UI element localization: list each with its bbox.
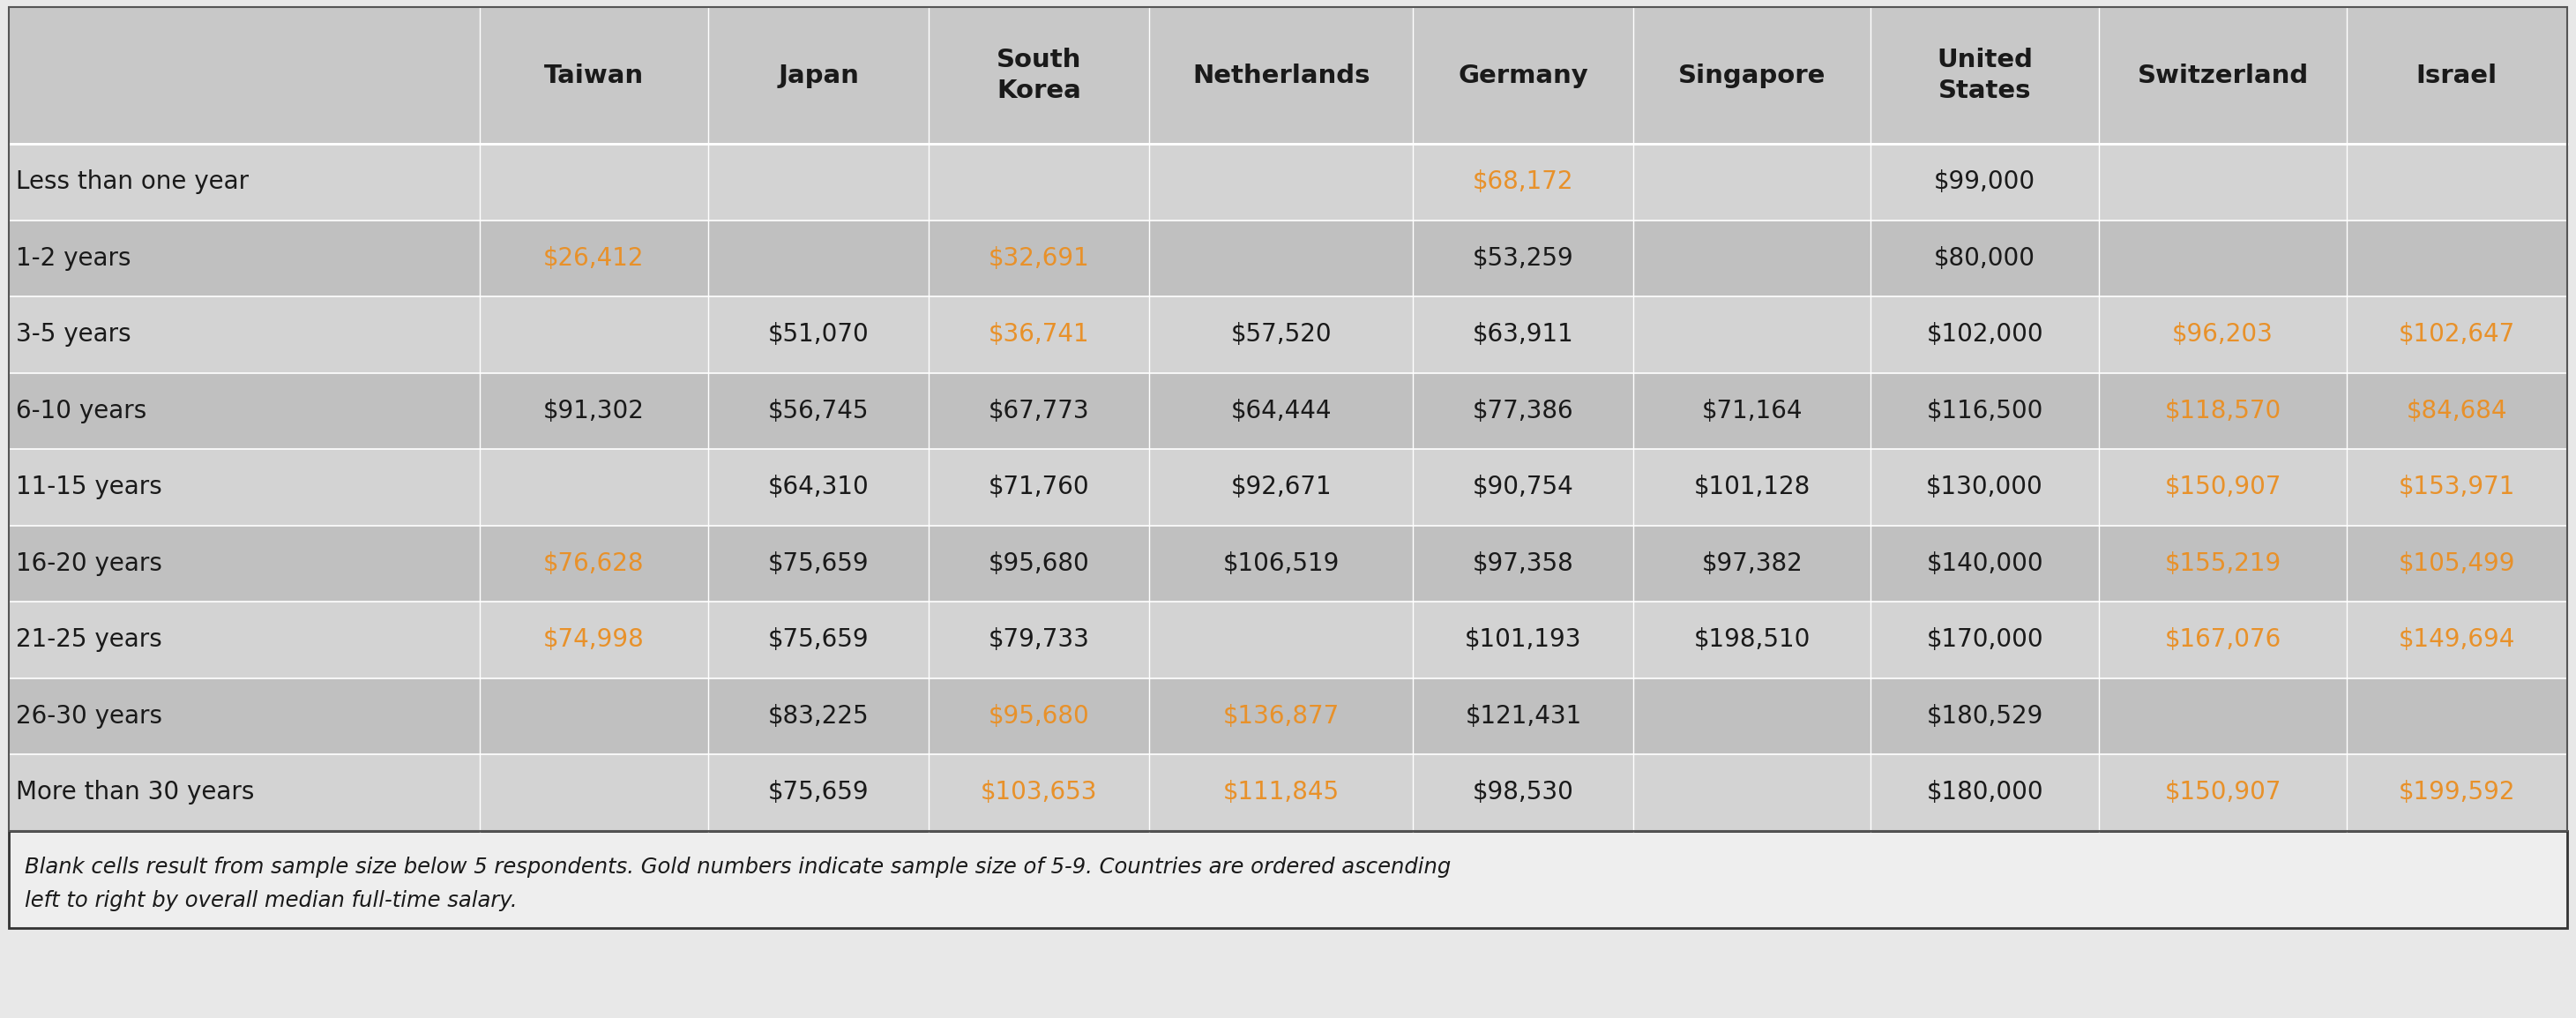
Text: Singapore: Singapore [1677,63,1826,88]
Text: $83,225: $83,225 [768,703,868,729]
Text: $106,519: $106,519 [1224,551,1340,576]
Bar [8,7,2568,144]
Text: $76,628: $76,628 [544,551,644,576]
Text: $56,745: $56,745 [768,398,868,423]
Text: $150,907: $150,907 [2164,780,2282,805]
Bar [8,525,2568,602]
Bar [8,296,2568,373]
Bar [8,220,2568,296]
Text: 3-5 years: 3-5 years [15,323,131,347]
Text: $71,760: $71,760 [989,474,1090,500]
Text: $80,000: $80,000 [1935,246,2035,271]
Text: $180,000: $180,000 [1927,780,2043,805]
Text: 21-25 years: 21-25 years [15,627,162,653]
Bar [8,373,2568,449]
Text: $98,530: $98,530 [1473,780,1574,805]
Text: $68,172: $68,172 [1473,170,1574,194]
Text: $84,684: $84,684 [2406,398,2506,423]
Text: $57,520: $57,520 [1231,323,1332,347]
Text: $130,000: $130,000 [1927,474,2043,500]
Text: $90,754: $90,754 [1473,474,1574,500]
Text: $167,076: $167,076 [2164,627,2282,653]
Text: 26-30 years: 26-30 years [15,703,162,729]
Text: $140,000: $140,000 [1927,551,2043,576]
Text: $149,694: $149,694 [2398,627,2514,653]
Text: $153,971: $153,971 [2398,474,2514,500]
Text: $118,570: $118,570 [2164,398,2282,423]
Text: $116,500: $116,500 [1927,398,2043,423]
Text: $99,000: $99,000 [1935,170,2035,194]
Text: More than 30 years: More than 30 years [15,780,255,805]
Text: $32,691: $32,691 [989,246,1090,271]
Text: $97,382: $97,382 [1703,551,1803,576]
Text: $79,733: $79,733 [989,627,1090,653]
Text: $105,499: $105,499 [2398,551,2514,576]
Text: Japan: Japan [778,63,858,88]
Text: Israel: Israel [2416,63,2499,88]
Text: $67,773: $67,773 [989,398,1090,423]
Bar [8,7,2568,831]
Text: Taiwan: Taiwan [544,63,644,88]
Text: $71,164: $71,164 [1703,398,1803,423]
Text: $101,193: $101,193 [1466,627,1582,653]
Bar [8,831,2568,927]
Text: $136,877: $136,877 [1224,703,1340,729]
Bar [8,144,2568,220]
Text: $102,000: $102,000 [1927,323,2043,347]
Text: $111,845: $111,845 [1224,780,1340,805]
Bar [8,602,2568,678]
Text: $64,444: $64,444 [1231,398,1332,423]
Text: Netherlands: Netherlands [1193,63,1370,88]
Text: $92,671: $92,671 [1231,474,1332,500]
Text: $150,907: $150,907 [2164,474,2282,500]
Text: Germany: Germany [1458,63,1589,88]
Text: Blank cells result from sample size below 5 respondents. Gold numbers indicate s: Blank cells result from sample size belo… [26,857,1450,878]
Text: $97,358: $97,358 [1473,551,1574,576]
Text: $199,592: $199,592 [2398,780,2514,805]
Text: South
Korea: South Korea [997,48,1082,103]
Text: $95,680: $95,680 [989,551,1090,576]
Bar [8,754,2568,831]
Text: $91,302: $91,302 [544,398,644,423]
Text: $95,680: $95,680 [989,703,1090,729]
Text: $64,310: $64,310 [768,474,868,500]
Text: $36,741: $36,741 [989,323,1090,347]
Text: $102,647: $102,647 [2398,323,2514,347]
Text: $75,659: $75,659 [768,627,868,653]
Text: $74,998: $74,998 [544,627,644,653]
Text: left to right by overall median full-time salary.: left to right by overall median full-tim… [26,890,518,911]
Text: $63,911: $63,911 [1473,323,1574,347]
Text: 11-15 years: 11-15 years [15,474,162,500]
Text: $198,510: $198,510 [1692,627,1811,653]
Text: 1-2 years: 1-2 years [15,246,131,271]
Text: $53,259: $53,259 [1473,246,1574,271]
Text: $101,128: $101,128 [1695,474,1811,500]
Text: $155,219: $155,219 [2164,551,2282,576]
Text: $96,203: $96,203 [2172,323,2275,347]
Text: $180,529: $180,529 [1927,703,2043,729]
Text: $75,659: $75,659 [768,551,868,576]
Text: $26,412: $26,412 [544,246,644,271]
Text: $77,386: $77,386 [1473,398,1574,423]
Text: Less than one year: Less than one year [15,170,250,194]
Bar [8,449,2568,525]
Text: 16-20 years: 16-20 years [15,551,162,576]
Text: $170,000: $170,000 [1927,627,2043,653]
Text: 6-10 years: 6-10 years [15,398,147,423]
Text: $51,070: $51,070 [768,323,868,347]
Bar [8,678,2568,754]
Text: Switzerland: Switzerland [2138,63,2308,88]
Text: $103,653: $103,653 [981,780,1097,805]
Bar [8,7,2568,831]
Text: United
States: United States [1937,48,2032,103]
Text: $121,431: $121,431 [1466,703,1582,729]
Text: $75,659: $75,659 [768,780,868,805]
